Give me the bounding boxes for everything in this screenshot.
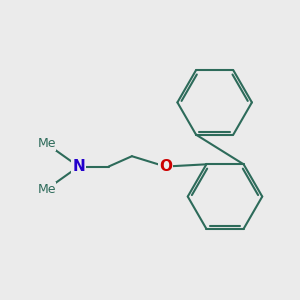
Text: Me: Me	[37, 137, 56, 150]
Text: O: O	[159, 159, 172, 174]
Text: Me: Me	[37, 183, 56, 196]
Text: N: N	[72, 159, 85, 174]
